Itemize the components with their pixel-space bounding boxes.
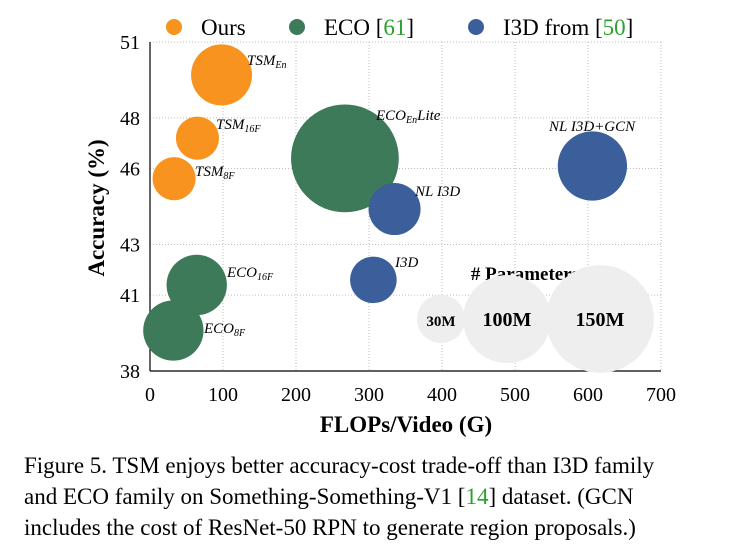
- caption-line-2-a: and ECO family on Something-Something-V1…: [24, 484, 466, 509]
- size-legend-bubble: [416, 294, 466, 344]
- caption-line-3: includes the cost of ResNet-50 RPN to ge…: [24, 515, 636, 540]
- data-bubble: [191, 44, 253, 106]
- size-legend: # Parameters 30M 100M 150M: [416, 264, 654, 373]
- data-bubble: [291, 104, 399, 213]
- point-labels: TSM8F TSM16F TSMEn ECO8F ECO16F ECOEnLite I3D N…: [195, 53, 636, 339]
- x-axis-title: FLOPs/Video (G): [320, 412, 492, 437]
- bubbles: [143, 44, 628, 361]
- figure-caption: Figure 5. TSM enjoys better accuracy-cos…: [24, 450, 748, 543]
- legend-label: I3D from [50]: [503, 15, 633, 40]
- point-label: NL I3D: [414, 184, 460, 200]
- x-tick-label: 700: [646, 384, 676, 406]
- data-bubble: [368, 183, 421, 236]
- caption-citation-14[interactable]: 14: [465, 484, 489, 509]
- series-legend: Ours ECO [61] I3D from [50]: [166, 15, 633, 40]
- point-label: ECO8F: [203, 321, 246, 339]
- point-label: TSM16F: [216, 117, 261, 135]
- y-tick-label: 41: [120, 285, 140, 307]
- size-legend-label: 30M: [426, 314, 455, 330]
- point-label: I3D: [394, 255, 418, 271]
- caption-line-2: and ECO family on Something-Something-V1…: [24, 481, 748, 512]
- x-tick-label: 600: [573, 384, 603, 406]
- point-label: ECOEnLite: [375, 108, 441, 126]
- y-tick-label: 51: [120, 32, 140, 54]
- legend-label: ECO [61]: [324, 15, 414, 40]
- x-tick-label: 100: [208, 384, 238, 406]
- x-tick-label: 500: [500, 384, 530, 406]
- x-tick-label: 200: [281, 384, 311, 406]
- x-tick-labels: 0 100 200 300 400 500 600 700: [145, 384, 676, 406]
- data-bubble: [557, 131, 628, 201]
- size-legend-bubble: [463, 275, 551, 363]
- legend-marker: [468, 19, 484, 35]
- data-bubble: [143, 300, 204, 361]
- y-tick-label: 43: [120, 234, 140, 256]
- y-tick-label: 48: [120, 108, 140, 130]
- point-label: TSM8F: [195, 164, 235, 182]
- point-label: NL I3D+GCN: [548, 119, 636, 135]
- size-legend-bubble: [546, 265, 654, 373]
- legend-marker: [166, 19, 182, 35]
- x-tick-label: 0: [145, 384, 155, 406]
- y-tick-label: 46: [120, 159, 140, 181]
- y-tick-labels: 38 41 43 46 48 51: [120, 32, 140, 383]
- x-tick-label: 300: [354, 384, 384, 406]
- x-tick-label: 400: [427, 384, 457, 406]
- bubble-chart: 38 41 43 46 48 51 0 100 200 300 400 500 600 700 FLOP…: [84, 15, 676, 437]
- data-bubble: [152, 157, 196, 201]
- legend-label: Ours: [201, 15, 246, 40]
- data-bubble: [350, 256, 397, 304]
- data-bubble: [175, 116, 220, 160]
- legend-marker: [289, 19, 305, 35]
- size-legend-label: 150M: [576, 309, 625, 331]
- y-tick-label: 38: [120, 361, 140, 383]
- caption-line-2-b: ] dataset. (GCN: [488, 484, 634, 509]
- size-legend-label: 100M: [483, 309, 532, 331]
- data-bubble: [166, 254, 227, 316]
- point-label: TSMEn: [247, 53, 286, 71]
- y-axis-title: Accuracy (%): [84, 139, 109, 276]
- caption-line-1: Figure 5. TSM enjoys better accuracy-cos…: [24, 453, 655, 478]
- point-label: ECO16F: [226, 265, 274, 283]
